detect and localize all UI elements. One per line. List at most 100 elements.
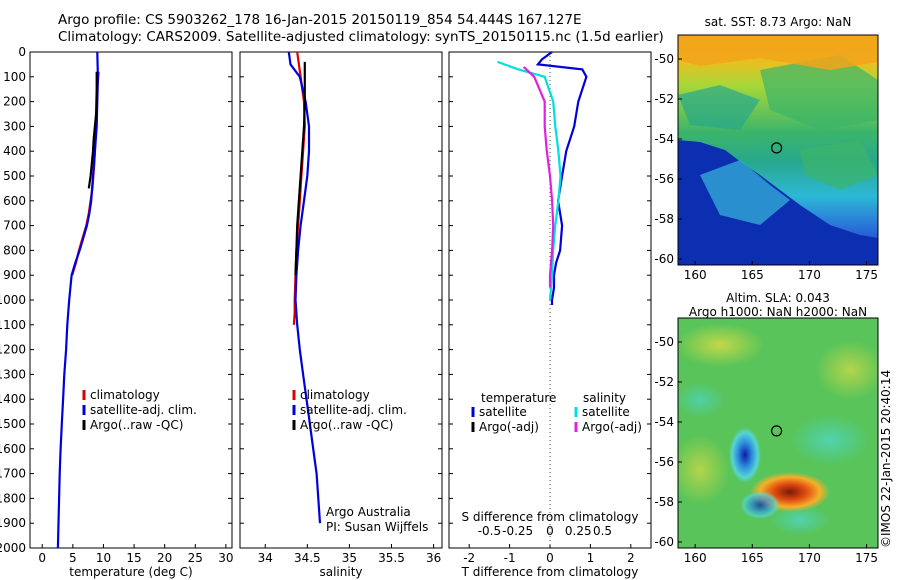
- map-y-tick-label: -58: [654, 212, 674, 226]
- legend-label: Argo(..raw -QC): [300, 418, 393, 432]
- sst-map-image: [678, 35, 878, 265]
- legend-label: Argo(-adj): [582, 420, 642, 434]
- legend-label: Argo(..raw -QC): [90, 418, 183, 432]
- x-tick-label: 30: [218, 551, 233, 565]
- x-axis-label: salinity: [319, 565, 362, 579]
- x-tick-label: 5: [69, 551, 77, 565]
- map-x-tick-label: 165: [741, 268, 764, 282]
- map-y-tick-label: -54: [654, 132, 674, 146]
- s-tick-label: 0.25: [565, 524, 592, 538]
- plot-frame: [29, 51, 233, 549]
- sla-map-subtitle: Argo h1000: NaN h2000: NaN: [689, 305, 867, 319]
- y-tick-label: 1700: [0, 467, 26, 481]
- y-tick-label: 800: [3, 243, 26, 257]
- y-tick-label: 0: [18, 45, 26, 59]
- imos-credit: ©IMOS 22-Jan-2015 20:40:14: [879, 370, 893, 548]
- map-y-tick-label: -58: [654, 495, 674, 509]
- map-y-tick-label: -52: [654, 92, 674, 106]
- x-tick-label: 15: [126, 551, 141, 565]
- y-tick-label: 1000: [0, 293, 26, 307]
- y-tick-label: 1200: [0, 343, 26, 357]
- y-tick-label: 1900: [0, 516, 26, 530]
- sla-map-image: [678, 318, 878, 548]
- s-tick-label: 0.5: [593, 524, 612, 538]
- argo-location-marker: [770, 425, 783, 437]
- map-x-tick-label: 175: [855, 551, 878, 565]
- map-y-tick-label: -60: [654, 252, 674, 266]
- series-line-argo--adj-: [522, 66, 555, 288]
- y-tick-label: 1300: [0, 367, 26, 381]
- y-tick-label: 400: [3, 144, 26, 158]
- y-tick-label: 100: [3, 70, 26, 84]
- series-line-satellite-adj--clim-: [56, 51, 100, 549]
- map-x-tick-label: 170: [798, 551, 821, 565]
- legend-label: satellite-adj. clim.: [300, 403, 407, 417]
- legend-label: climatology: [90, 388, 160, 402]
- x-tick-label: 34.5: [294, 551, 321, 565]
- legend-label: climatology: [300, 388, 370, 402]
- y-tick-label: 1100: [0, 318, 26, 332]
- legend-label: Argo(-adj): [479, 420, 539, 434]
- x-tick-label: 25: [188, 551, 203, 565]
- x-tick-label: -2: [463, 551, 475, 565]
- y-tick-label: 600: [3, 194, 26, 208]
- x-tick-label: 36: [426, 551, 441, 565]
- s-axis-label: S difference from climatology: [462, 510, 639, 524]
- y-tick-label: 1800: [0, 491, 26, 505]
- y-tick-label: 1600: [0, 442, 26, 456]
- y-tick-label: 1500: [0, 417, 26, 431]
- map-y-tick-label: -56: [654, 172, 674, 186]
- y-tick-label: 200: [3, 95, 26, 109]
- sst-map-axes: 160 165 170 175 -50 -52 -54 -56 -58 -60: [654, 52, 878, 282]
- plot-title-line-1: Argo profile: CS 5903262_178 16-Jan-2015…: [58, 12, 582, 28]
- map-y-tick-label: -52: [654, 375, 674, 389]
- temperature-panel: 0100200300400500600700800900100011001200…: [0, 45, 234, 579]
- legend-label: satellite: [582, 405, 630, 419]
- s-tick-label: -0.5: [478, 524, 501, 538]
- s-tick-label: 0: [546, 524, 554, 538]
- x-axis-label: T difference from climatology: [461, 565, 639, 579]
- sla-map-title: Altim. SLA: 0.043: [726, 291, 830, 305]
- map-y-tick-label: -50: [654, 335, 674, 349]
- map-y-tick-label: -56: [654, 455, 674, 469]
- series-line-argo---raw--qc-: [87, 71, 98, 189]
- x-tick-label: 0: [546, 551, 554, 565]
- s-tick-label: -0.25: [502, 524, 533, 538]
- credit-annotation: Argo Australia: [326, 505, 411, 519]
- argo-location-marker: [770, 142, 783, 154]
- x-tick-label: 35: [342, 551, 357, 565]
- x-tick-label: 34: [258, 551, 273, 565]
- series-line-satellite: [497, 60, 562, 301]
- y-tick-label: 500: [3, 169, 26, 183]
- sst-map-panel: sat. SST: 8.73 Argo: NaN 160 165 170 175 -50…: [654, 15, 879, 282]
- map-x-tick-label: 160: [684, 551, 707, 565]
- map-y-tick-label: -54: [654, 415, 674, 429]
- plot-title-line-2: Climatology: CARS2009. Satellite-adjuste…: [58, 29, 664, 45]
- map-x-tick-label: 160: [684, 268, 707, 282]
- map-x-tick-label: 170: [798, 268, 821, 282]
- x-tick-label: 1: [587, 551, 595, 565]
- sla-map-panel: Altim. SLA: 0.043 Argo h1000: NaN h2000:…: [654, 291, 879, 565]
- map-x-tick-label: 175: [855, 268, 878, 282]
- legend-header: salinity: [583, 391, 626, 405]
- x-tick-label: 2: [627, 551, 635, 565]
- y-tick-label: 700: [3, 219, 26, 233]
- map-y-tick-label: -60: [654, 535, 674, 549]
- x-tick-label: 0: [38, 551, 46, 565]
- series-line-argo---raw--qc-: [294, 61, 306, 276]
- plot-frame: [239, 51, 443, 549]
- legend-header: temperature: [481, 391, 556, 405]
- difference-panel: -2 -1 0 1 2T difference from climatology -0.5…: [448, 51, 652, 579]
- salinity-panel: 34 34.5 35 35.5 36 salinity climatologysatelli…: [239, 51, 443, 579]
- legend-label: satellite-adj. clim.: [90, 403, 197, 417]
- x-tick-label: 20: [157, 551, 172, 565]
- sst-map-title: sat. SST: 8.73 Argo: NaN: [705, 15, 852, 29]
- x-tick-label: 35.5: [378, 551, 405, 565]
- x-axis-label: temperature (deg C): [69, 565, 192, 579]
- map-y-tick-label: -50: [654, 52, 674, 66]
- series-line-satellite: [535, 51, 588, 305]
- y-tick-label: 900: [3, 268, 26, 282]
- y-tick-label: 2000: [0, 541, 26, 555]
- map-x-tick-label: 165: [741, 551, 764, 565]
